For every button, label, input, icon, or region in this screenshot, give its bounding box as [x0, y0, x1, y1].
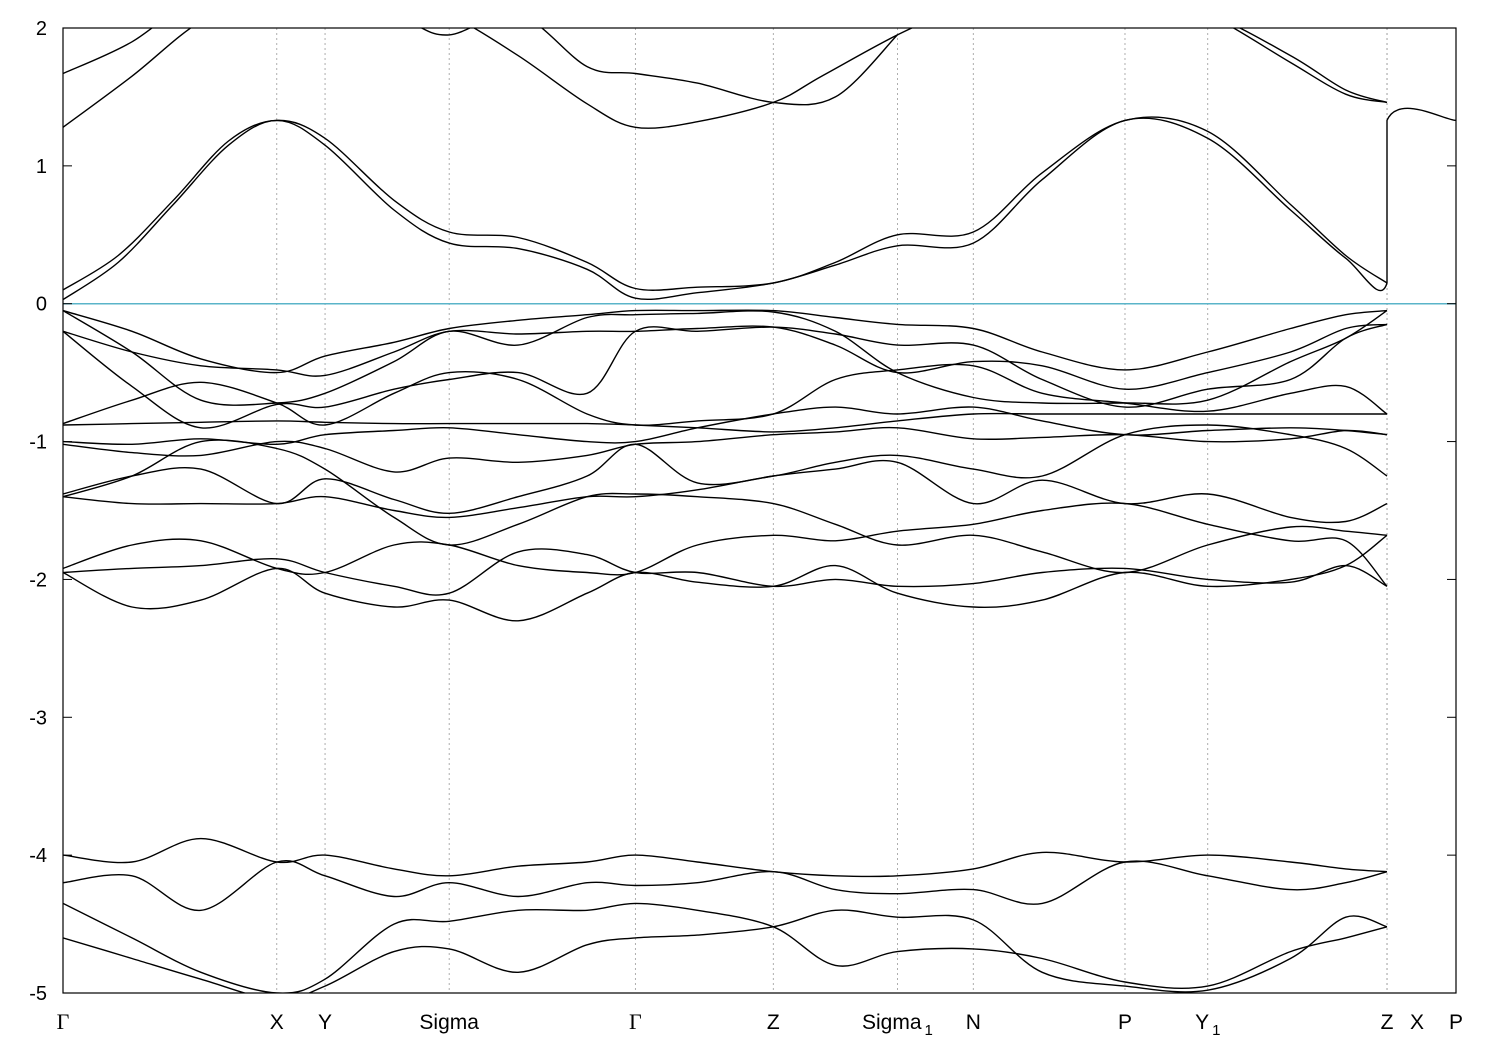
- band-line-5: [1238, 28, 1388, 104]
- kpoint-label: P: [1449, 1011, 1463, 1034]
- x-axis: Γ X Y Sigma Γ Z Sigma 1 N P Y 1 Z X P: [57, 1009, 1463, 1039]
- band-lines: [63, 28, 1456, 993]
- kpoint-label: P: [1118, 1011, 1132, 1034]
- band-line-24: [63, 909, 1388, 993]
- band-line-14: [63, 426, 1388, 473]
- band-line-22: [63, 860, 1388, 912]
- band-line-9: [63, 323, 1388, 429]
- band-line-7: [63, 309, 1388, 374]
- y-axis: 2 1 0 -1 -2 -3 -4 -5: [29, 18, 1456, 1005]
- kpoint-label: Sigma 1: [862, 1011, 933, 1039]
- kpoint-label: Y: [318, 1011, 332, 1034]
- y-tick-label: -1: [29, 432, 47, 454]
- kpoint-label: Z: [767, 1011, 780, 1034]
- band-line-10: [63, 309, 1388, 406]
- band-line-11: [63, 363, 1388, 426]
- band-line-13: [63, 406, 1388, 446]
- kpoint-label: Γ: [57, 1009, 70, 1034]
- y-tick-label: -2: [29, 569, 47, 591]
- y-tick-label: 2: [36, 18, 47, 40]
- y-tick-label: -4: [29, 845, 47, 867]
- kpoint-label: Z: [1381, 1011, 1394, 1034]
- band-line-12: [63, 412, 1387, 433]
- kpoint-label: X: [1410, 1011, 1424, 1034]
- kpoint-label: X: [270, 1011, 284, 1034]
- band-line-19: [63, 548, 1388, 596]
- plot-frame: [62, 27, 1457, 994]
- kpoint-label: Sigma: [419, 1011, 479, 1034]
- band-line-17: [63, 439, 1388, 574]
- band-line-8: [63, 323, 1388, 390]
- band-line-3: [63, 28, 914, 129]
- band-line-2: [63, 116, 1388, 291]
- y-tick-label: 1: [36, 156, 47, 178]
- band-line-21: [63, 837, 1388, 878]
- band-line-15: [63, 424, 1388, 515]
- band-line-20: [63, 534, 1388, 622]
- kpoint-label: N: [966, 1011, 981, 1034]
- kpoint-guides: [276, 28, 1388, 993]
- y-tick-label: 0: [36, 294, 47, 316]
- band-line-23: [63, 902, 1388, 993]
- band-line-6: [1232, 28, 1388, 104]
- band-line-18: [63, 502, 1388, 587]
- y-tick-label: -3: [29, 707, 47, 729]
- band-line-4: [63, 28, 898, 106]
- band-line-1: [63, 107, 1456, 301]
- kpoint-label: Γ: [629, 1009, 642, 1034]
- band-line-16: [63, 459, 1388, 524]
- y-tick-label: -5: [29, 983, 47, 1005]
